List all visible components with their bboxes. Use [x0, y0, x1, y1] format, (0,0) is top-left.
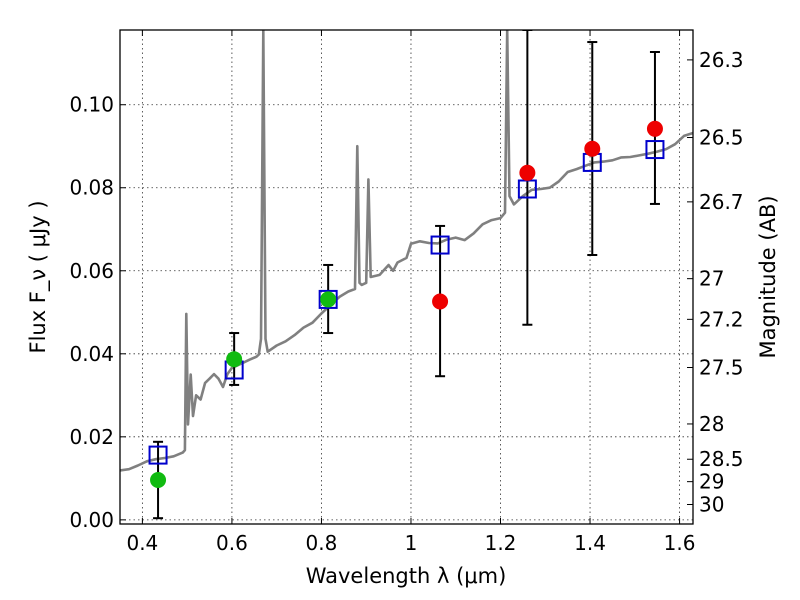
x-axis-label: Wavelength λ (μm) [306, 564, 507, 588]
upper-limit-point [584, 140, 601, 157]
detection-point [150, 471, 167, 488]
upper-limit-point [646, 120, 663, 137]
right-tick-label: 27.5 [699, 355, 744, 379]
right-tick-label: 28.5 [699, 447, 744, 471]
right-tick-label: 26.7 [699, 190, 744, 214]
right-tick-label: 30 [699, 492, 724, 516]
right-tick-label: 26.3 [699, 48, 744, 72]
right-tick-label: 27 [699, 267, 724, 291]
plot-background [120, 30, 693, 524]
y-tick-label: 0.04 [69, 342, 114, 366]
x-tick-label: 1.2 [485, 531, 517, 555]
model-photometry-square [645, 140, 665, 160]
x-tick-label: 0.4 [126, 531, 158, 555]
model-photometry-square [148, 445, 168, 465]
right-axis-label: Magnitude (AB) [756, 195, 780, 358]
upper-limit-point [519, 164, 536, 181]
x-tick-label: 1.6 [664, 531, 696, 555]
grid [120, 30, 693, 524]
plot-area [120, 30, 693, 520]
detection-point [226, 351, 243, 368]
x-tick-label: 0.6 [216, 531, 248, 555]
data-layer [120, 30, 693, 520]
spectrum-line [120, 30, 693, 472]
model-photometry-square [430, 235, 450, 255]
model-photometry-square [318, 289, 338, 309]
upper-limit-point [432, 293, 449, 310]
y-tick-label: 0.10 [69, 93, 114, 117]
right-tick-label: 28 [699, 412, 724, 436]
right-tick-label: 29 [699, 470, 724, 494]
x-tick-label: 0.8 [306, 531, 338, 555]
ticks: 0.4 0.6 0.8 1 1.2 1.4 1.6 0.00 0.02 0.04 0.06 0.08 0… [69, 30, 744, 555]
y-tick-label: 0.06 [69, 259, 114, 283]
y-tick-label: 0.02 [69, 425, 114, 449]
right-tick-label: 26.5 [699, 126, 744, 150]
plot-frame [119, 29, 694, 525]
y-tick-label: 0.00 [69, 508, 114, 532]
detection-point [320, 291, 337, 308]
right-tick-label: 27.2 [699, 307, 744, 331]
x-tick-label: 1.4 [574, 531, 606, 555]
y-tick-label: 0.08 [69, 176, 114, 200]
x-tick-label: 1 [405, 531, 418, 555]
y-axis-label: Flux F_ν ( μJy ) [26, 200, 51, 353]
